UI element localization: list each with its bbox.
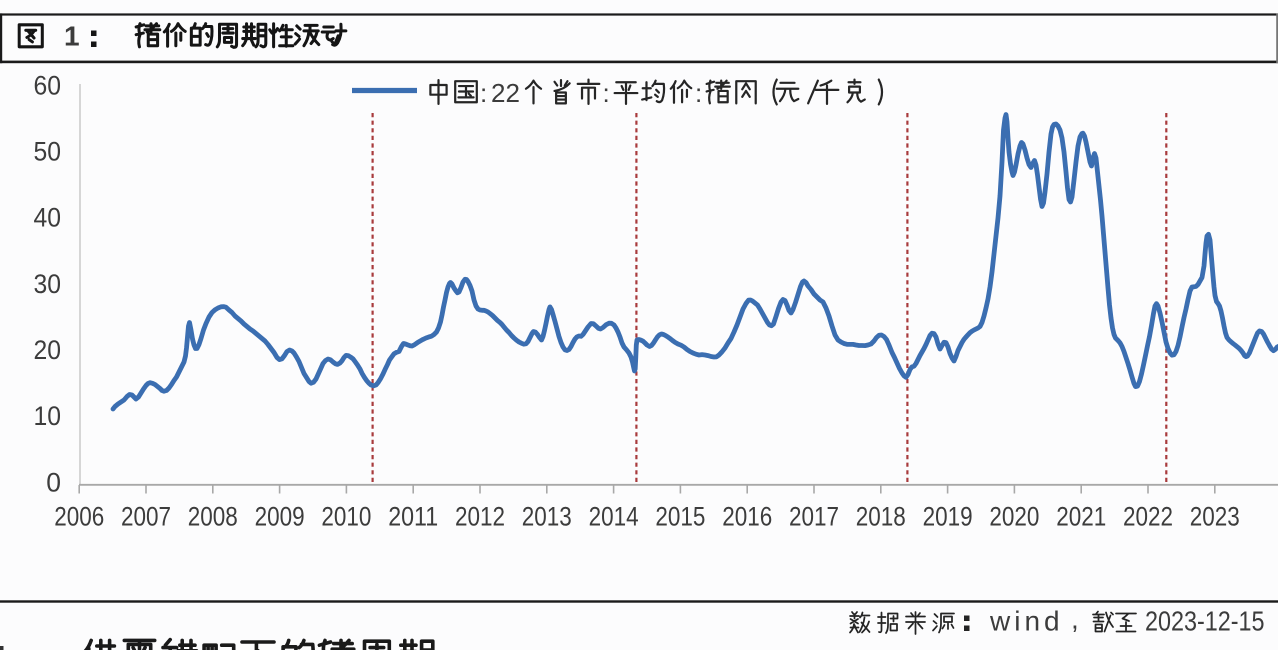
svg-text:2018: 2018 [856, 502, 906, 532]
svg-text:0: 0 [46, 467, 61, 497]
svg-text:2017: 2017 [789, 502, 839, 532]
svg-text:30: 30 [34, 269, 62, 299]
svg-text:2013: 2013 [522, 502, 572, 532]
svg-text:2016: 2016 [722, 502, 772, 532]
svg-text:2012: 2012 [455, 502, 505, 532]
svg-text:22: 22 [491, 78, 520, 108]
svg-text:1: 1 [64, 20, 80, 51]
svg-text:2007: 2007 [121, 502, 171, 532]
svg-text:wind: wind [989, 606, 1064, 637]
svg-text:2011: 2011 [388, 502, 438, 532]
svg-text:2021: 2021 [1056, 502, 1106, 532]
svg-text:2020: 2020 [989, 502, 1039, 532]
svg-text:,: , [1071, 604, 1079, 635]
svg-text:2023: 2023 [1190, 502, 1240, 532]
svg-text:2008: 2008 [188, 502, 238, 532]
svg-text:40: 40 [34, 203, 62, 233]
svg-text:2014: 2014 [589, 502, 639, 532]
svg-text:2022: 2022 [1123, 502, 1173, 532]
svg-text:2019: 2019 [923, 502, 973, 532]
svg-text:2006: 2006 [54, 502, 104, 532]
svg-text:50: 50 [34, 137, 62, 167]
svg-text:10: 10 [34, 401, 62, 431]
svg-text:2023-12-15: 2023-12-15 [1145, 607, 1265, 637]
svg-text:20: 20 [34, 335, 62, 365]
svg-text:2009: 2009 [255, 502, 305, 532]
svg-text::: : [695, 78, 702, 108]
svg-text:2010: 2010 [321, 502, 371, 532]
svg-text:60: 60 [34, 70, 62, 100]
svg-text::: : [480, 78, 487, 108]
svg-text::: : [603, 78, 610, 108]
svg-text:2015: 2015 [655, 502, 705, 532]
